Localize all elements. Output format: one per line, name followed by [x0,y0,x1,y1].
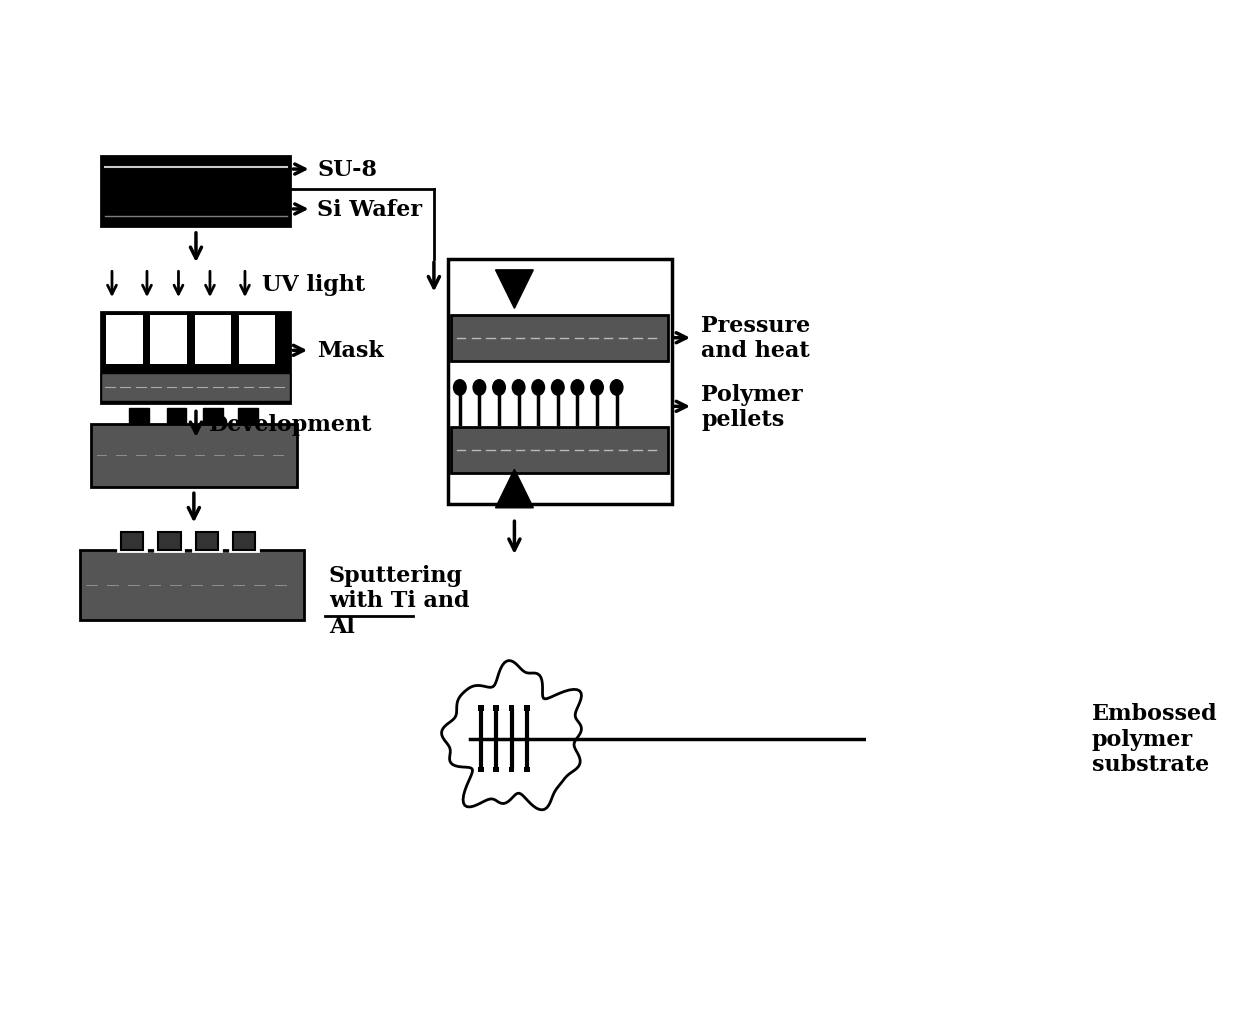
Bar [477,767,484,772]
Bar [119,530,146,552]
Bar [230,530,259,552]
Bar [156,530,183,552]
Bar [158,532,181,550]
Bar [195,532,219,550]
Bar [508,767,515,772]
Ellipse shape [512,380,524,395]
Bar [477,706,484,711]
Ellipse shape [610,380,623,395]
Ellipse shape [473,380,486,395]
Bar [101,312,291,403]
Bar [119,530,146,552]
Bar [193,530,221,552]
Bar [508,706,515,711]
Bar [230,530,259,552]
PathPatch shape [442,661,581,810]
Bar [80,550,304,620]
Bar [233,532,256,550]
Text: Development: Development [209,413,372,436]
Bar [494,767,499,772]
Ellipse shape [492,380,506,395]
Text: UV light: UV light [262,274,366,295]
Bar [167,409,187,425]
Bar [193,530,221,552]
Text: Mask: Mask [317,340,383,362]
Bar [106,316,142,365]
Ellipse shape [571,380,584,395]
Bar [130,409,150,425]
Bar [92,425,297,487]
Bar [156,530,183,552]
Bar [194,316,231,365]
Text: SU-8: SU-8 [317,159,377,181]
Bar [524,767,529,772]
Bar [151,316,187,365]
Ellipse shape [591,380,604,395]
Text: Embossed
polymer
substrate: Embossed polymer substrate [1092,703,1217,775]
Bar [239,316,275,365]
Bar [452,428,668,473]
Polygon shape [496,271,533,309]
Bar [101,158,291,227]
Text: Si Wafer: Si Wafer [317,199,422,220]
Ellipse shape [532,380,544,395]
Text: Sputtering
with Ti and
Al: Sputtering with Ti and Al [329,564,470,637]
Polygon shape [496,470,533,509]
Bar [203,409,223,425]
Bar [452,316,668,362]
Ellipse shape [454,380,466,395]
Bar [524,706,529,711]
Bar [121,532,143,550]
Ellipse shape [552,380,564,395]
Bar [494,706,499,711]
Text: Polymer
pellets: Polymer pellets [701,383,803,431]
Text: Pressure
and heat: Pressure and heat [701,314,810,362]
Bar [238,409,257,425]
Bar [101,374,291,402]
Bar [448,260,672,504]
